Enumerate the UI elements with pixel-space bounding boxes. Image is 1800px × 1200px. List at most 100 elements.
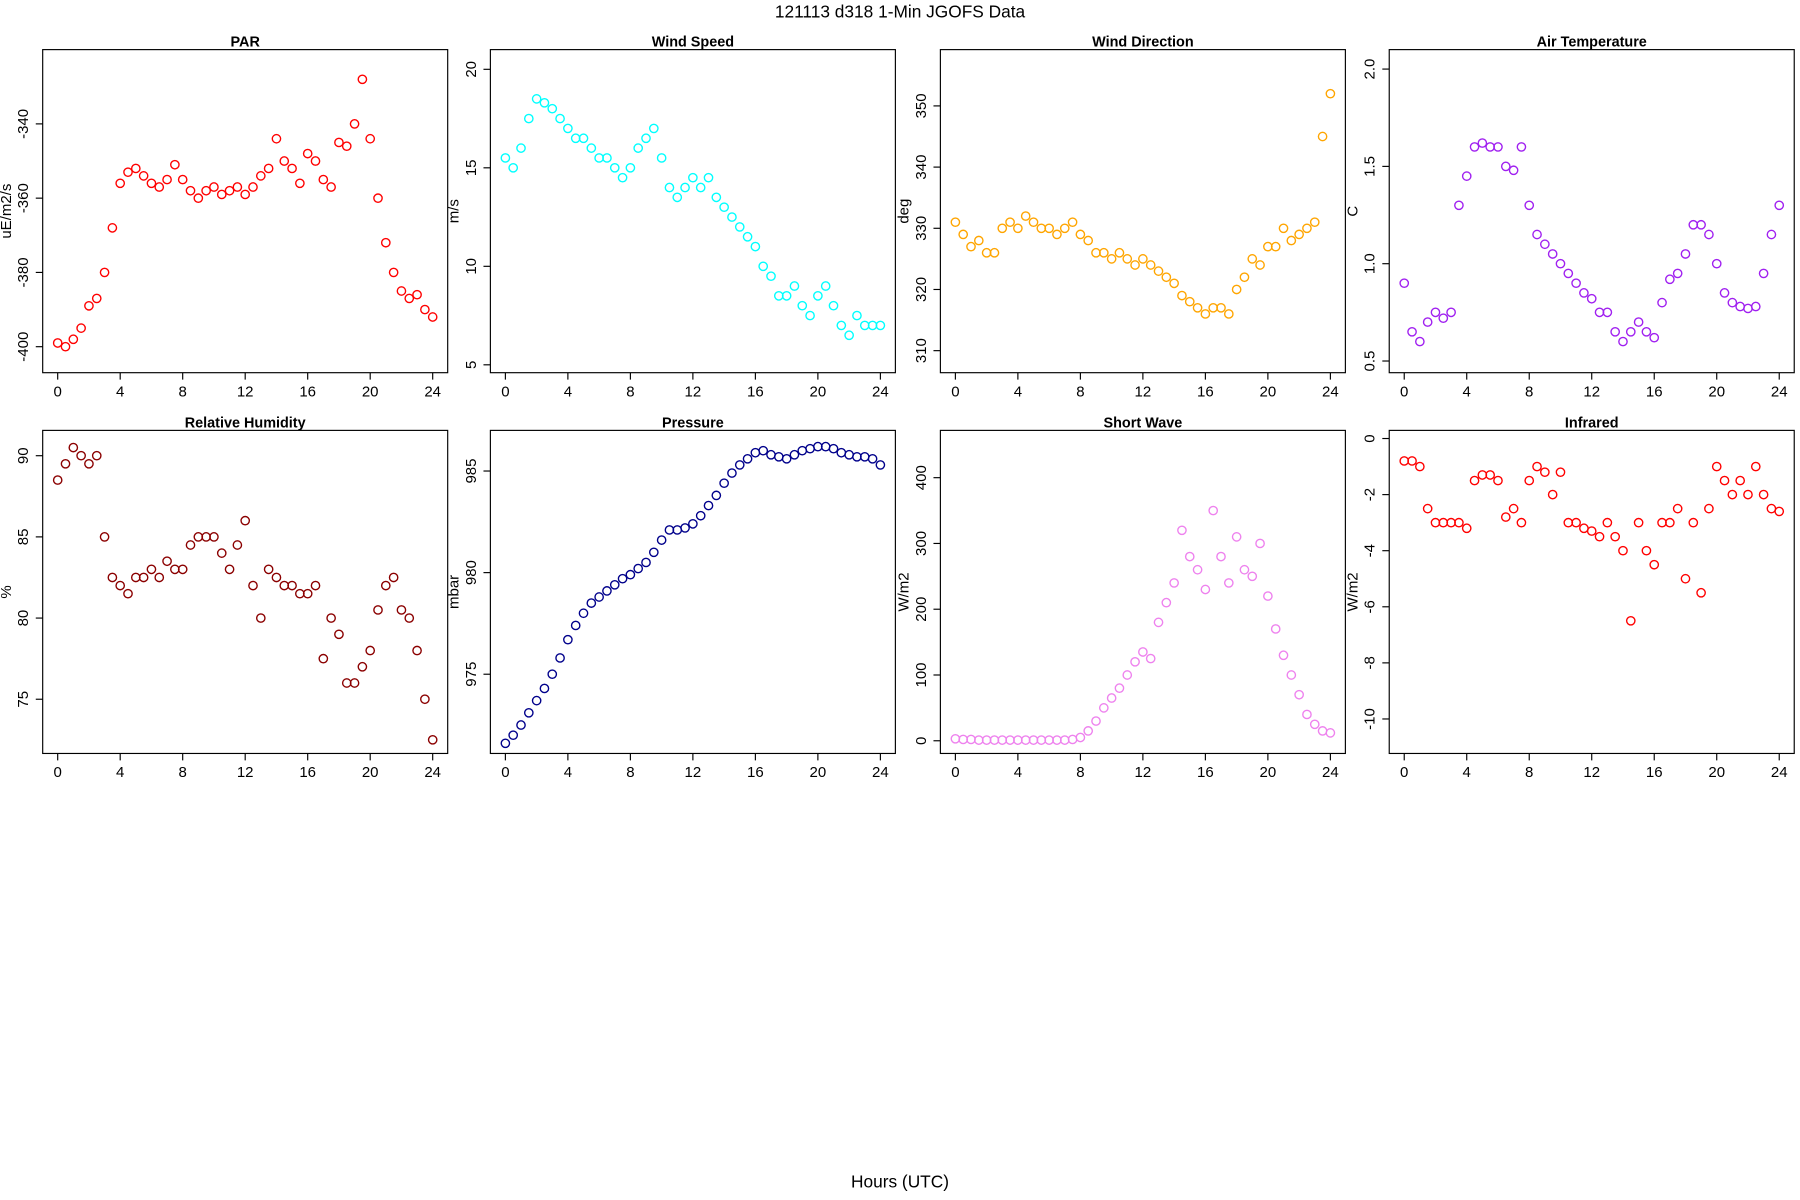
y-tick-label: 350 — [913, 93, 930, 118]
point — [711, 192, 722, 203]
point — [633, 563, 644, 574]
x-tick-label: 12 — [237, 383, 254, 400]
point — [52, 475, 63, 485]
y-tick-label: -380 — [15, 257, 32, 287]
point — [1477, 138, 1488, 148]
point — [373, 605, 383, 615]
point — [734, 222, 745, 232]
point — [1309, 217, 1320, 228]
x-tick-label: 4 — [1463, 383, 1471, 400]
point — [357, 74, 368, 85]
x-tick-label: 4 — [564, 383, 572, 400]
point — [1454, 200, 1464, 211]
x-tick-label: 8 — [1525, 764, 1533, 781]
point — [547, 103, 558, 114]
x-tick-label: 16 — [1197, 383, 1214, 400]
point — [115, 178, 126, 189]
x-tick-label: 12 — [685, 764, 702, 781]
point — [271, 133, 282, 144]
point — [146, 178, 157, 189]
point — [813, 291, 823, 301]
point — [1696, 219, 1706, 230]
point — [334, 137, 344, 148]
point — [625, 569, 636, 580]
point — [318, 653, 329, 664]
point — [232, 182, 243, 192]
point — [1083, 726, 1094, 736]
point — [1415, 336, 1425, 347]
y-tick-label: 5 — [463, 361, 480, 369]
point — [1415, 461, 1425, 472]
point — [1114, 683, 1125, 693]
point — [844, 330, 854, 341]
point — [185, 540, 196, 550]
point — [404, 613, 415, 623]
point — [1184, 551, 1195, 562]
point — [177, 174, 188, 185]
y-tick-label: 100 — [913, 662, 930, 687]
point — [1177, 525, 1187, 536]
point — [162, 174, 172, 185]
point — [500, 153, 511, 163]
point — [523, 113, 534, 124]
point — [1508, 503, 1519, 514]
point — [1278, 223, 1289, 234]
y-tick-label: 980 — [463, 560, 480, 585]
point — [84, 458, 94, 469]
point — [1618, 545, 1628, 556]
y-tick-label: -10 — [1362, 708, 1379, 730]
point — [609, 162, 620, 173]
point — [1184, 296, 1195, 307]
point — [680, 182, 690, 193]
point — [1461, 171, 1472, 181]
x-tick-label: 16 — [1646, 383, 1663, 400]
point — [1485, 470, 1496, 480]
x-tick-label: 0 — [1400, 764, 1408, 781]
point — [1263, 591, 1273, 601]
point — [516, 143, 526, 153]
point — [1302, 223, 1312, 234]
point — [820, 281, 831, 291]
point — [1469, 475, 1480, 486]
y-tick-label: 200 — [913, 597, 930, 622]
x-tick-label: 20 — [362, 764, 379, 781]
point — [1430, 307, 1441, 318]
point — [1743, 489, 1753, 500]
point — [1200, 309, 1211, 319]
point — [563, 634, 573, 645]
point — [1516, 517, 1527, 528]
point — [1083, 235, 1094, 246]
point — [1247, 254, 1258, 264]
point — [1216, 551, 1226, 562]
point — [287, 163, 297, 174]
point — [1098, 703, 1109, 713]
point — [248, 182, 258, 192]
x-tick-label: 12 — [1583, 383, 1600, 400]
point — [1270, 241, 1281, 252]
x-tick-label: 0 — [501, 383, 509, 400]
point — [201, 185, 211, 196]
point — [1114, 247, 1125, 258]
point — [656, 153, 667, 163]
point — [295, 178, 305, 189]
y-axis-label: deg — [896, 199, 913, 224]
point — [154, 182, 165, 192]
point — [1618, 336, 1628, 347]
x-tick-label: 24 — [424, 383, 441, 400]
point — [633, 143, 644, 153]
point — [680, 523, 690, 533]
point — [396, 286, 407, 296]
point — [950, 217, 961, 228]
point — [380, 237, 391, 248]
point — [1524, 475, 1535, 486]
y-tick-label: 400 — [913, 465, 930, 490]
point — [641, 557, 651, 568]
point — [170, 159, 180, 170]
point — [695, 510, 706, 521]
point — [232, 540, 243, 550]
point — [719, 478, 729, 489]
point — [1547, 489, 1558, 500]
point — [578, 608, 589, 619]
x-tick-label: 12 — [237, 764, 254, 781]
point — [1672, 503, 1683, 514]
